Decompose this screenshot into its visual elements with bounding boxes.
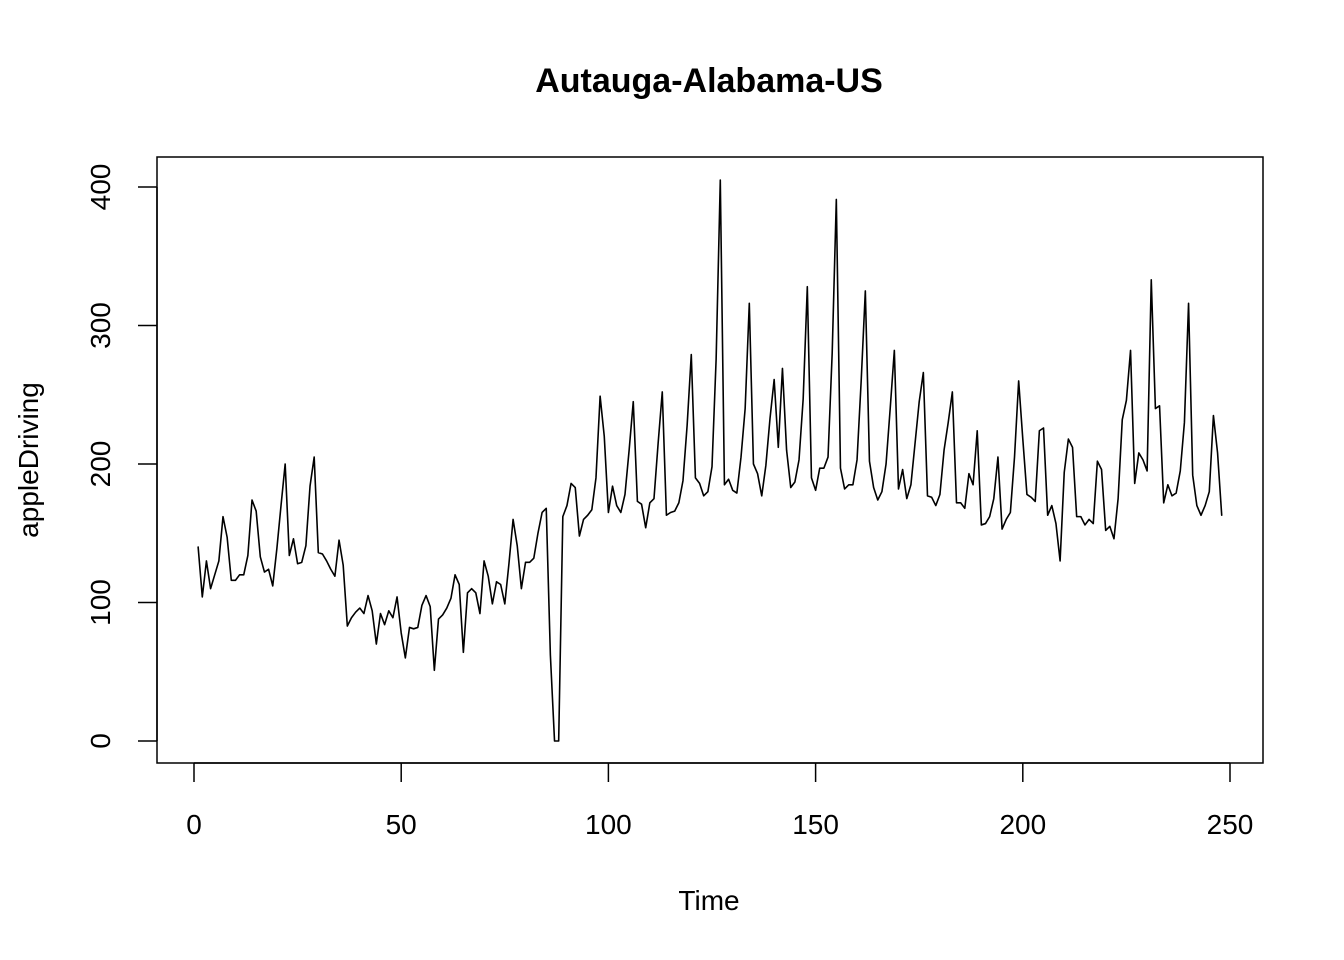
x-tick-label: 200 [999, 809, 1046, 840]
x-tick-label: 150 [792, 809, 839, 840]
x-tick-label: 250 [1207, 809, 1254, 840]
y-tick-label: 0 [85, 733, 116, 749]
plot-frame [156, 156, 1264, 764]
x-axis: 0 50 100 150 200 250 [186, 762, 1254, 840]
y-tick-label: 100 [85, 579, 116, 626]
y-tick-label: 400 [85, 164, 116, 211]
x-axis-label: Time [678, 885, 739, 916]
y-tick-label: 200 [85, 441, 116, 488]
y-axis: 0 100 200 300 400 [85, 164, 158, 749]
chart-title: Autauga-Alabama-US [535, 62, 883, 100]
x-tick-label: 0 [186, 809, 202, 840]
y-tick-label: 300 [85, 302, 116, 349]
series-line [197, 179, 1223, 742]
x-tick-label: 50 [386, 809, 417, 840]
x-tick-label: 100 [585, 809, 632, 840]
y-axis-label: appleDriving [13, 382, 44, 538]
